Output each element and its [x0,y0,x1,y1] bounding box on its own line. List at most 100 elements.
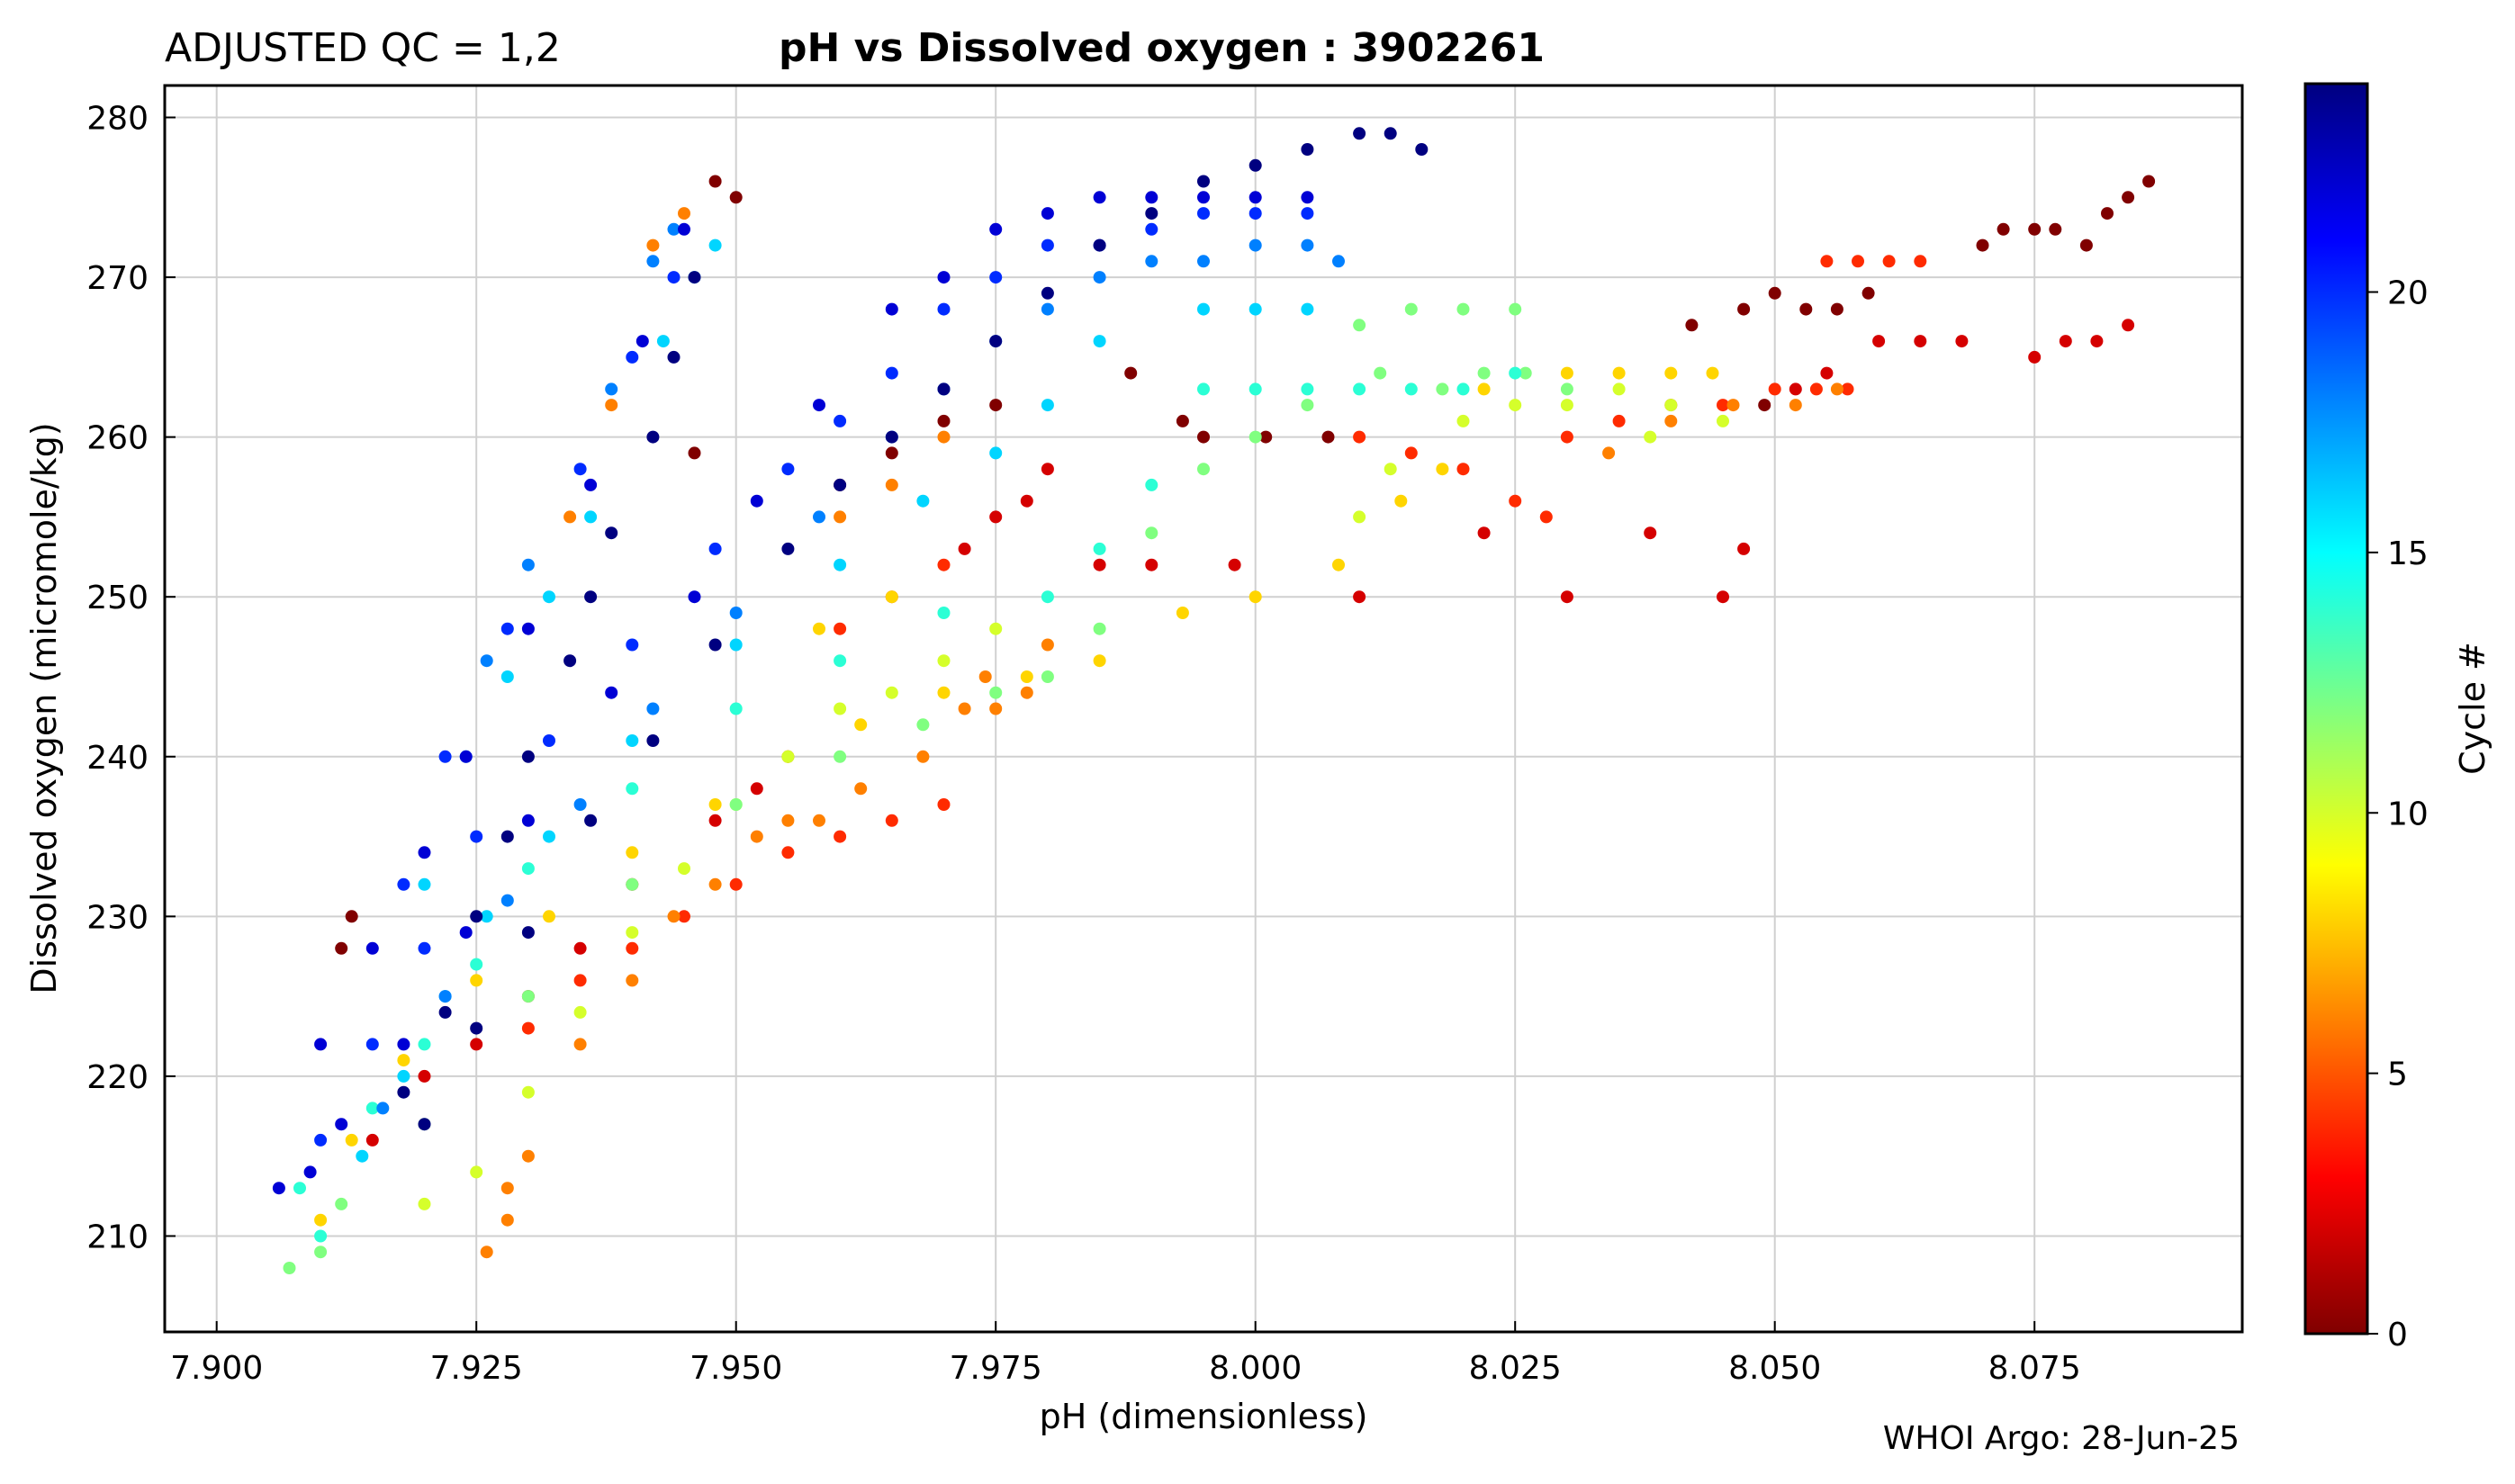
data-point [1248,382,1262,396]
colorbar-tick-label: 10 [2387,796,2429,832]
data-point [1301,238,1314,252]
data-point [314,1213,328,1227]
data-point [314,1038,328,1051]
data-point [376,1102,390,1115]
data-point [729,702,743,715]
y-tick-label: 260 [86,420,149,457]
data-point [885,430,898,444]
data-point [459,926,473,940]
data-point [335,1197,348,1210]
data-point [626,846,639,859]
data-point [365,1102,379,1115]
footer-credit: WHOI Argo: 28-Jun-25 [1883,1420,2240,1457]
data-point [646,255,660,268]
data-point [1717,590,1729,604]
data-point [885,446,898,460]
y-axis-label: Dissolved oxygen (micromole/kg) [24,422,64,994]
x-axis-label: pH (dimensionless) [1040,1397,1368,1436]
data-point [885,366,898,380]
data-point [708,542,722,555]
data-point [584,590,598,604]
data-point [1353,510,1366,524]
data-point [1124,366,1138,380]
data-point [937,607,951,619]
data-point [543,910,555,923]
data-point [1612,382,1626,396]
data-point [1914,335,1927,348]
data-point [1415,143,1429,156]
data-point [397,877,410,891]
data-point [470,1021,483,1035]
data-point [750,830,763,843]
data-point [989,446,1003,460]
data-point [1976,238,1989,252]
data-point [781,542,795,555]
data-point [1248,590,1262,604]
data-point [1799,302,1813,316]
data-point [989,335,1003,348]
data-point [834,478,847,491]
colorbar-tick-label: 5 [2387,1057,2408,1093]
data-point [989,271,1003,284]
data-point [1093,654,1106,668]
y-tick-label: 220 [86,1059,149,1096]
data-point [678,910,690,923]
data-point [708,814,722,827]
data-point [356,1149,369,1163]
data-point [2079,238,2093,252]
x-tick-label: 8.050 [1728,1350,1821,1387]
data-point [1852,255,1864,268]
data-point [667,910,681,923]
data-point [636,335,649,348]
data-point [626,877,639,891]
data-point [1456,382,1470,396]
data-point [1768,382,1781,396]
data-point [303,1165,317,1179]
data-point [1259,430,1273,444]
data-point [573,941,587,955]
data-point [605,382,618,396]
data-point [708,238,722,252]
data-point [781,814,795,827]
data-point [1955,335,1969,348]
data-point [1456,414,1470,427]
data-point [1041,207,1054,220]
data-point [500,670,514,683]
data-point [1560,366,1573,380]
data-point [573,974,587,987]
data-point [418,1197,431,1210]
data-point [521,622,535,635]
data-point [272,1182,285,1195]
data-point [397,1038,410,1051]
data-point [1041,463,1054,476]
data-point [626,926,639,940]
x-axis-ticks: 7.900 7.925 7.950 7.975 8.000 8.025 8.050 8.075 [170,1321,2081,1387]
data-point [470,910,483,923]
data-point [937,414,951,427]
qc-label: ADJUSTED QC = 1,2 [165,25,561,71]
data-point [335,941,348,955]
data-point [708,877,722,891]
x-tick-label: 7.925 [430,1350,523,1387]
data-point [1041,302,1054,316]
data-point [605,526,618,540]
y-tick-label: 250 [86,580,149,616]
colorbar-tick-label: 0 [2387,1317,2408,1354]
data-point [1456,463,1470,476]
data-point [1841,382,1854,396]
data-point [573,1038,587,1051]
data-point [584,478,598,491]
data-point [1248,158,1262,172]
data-point [1830,302,1843,316]
data-point [365,1038,379,1051]
data-point [1374,366,1387,380]
data-point [729,877,743,891]
data-point [438,1005,452,1019]
data-point [521,926,535,940]
data-point [885,590,898,604]
data-point [1093,238,1106,252]
data-point [1093,542,1106,555]
data-point [1020,686,1033,699]
data-point [1041,286,1054,300]
data-point [1539,510,1553,524]
